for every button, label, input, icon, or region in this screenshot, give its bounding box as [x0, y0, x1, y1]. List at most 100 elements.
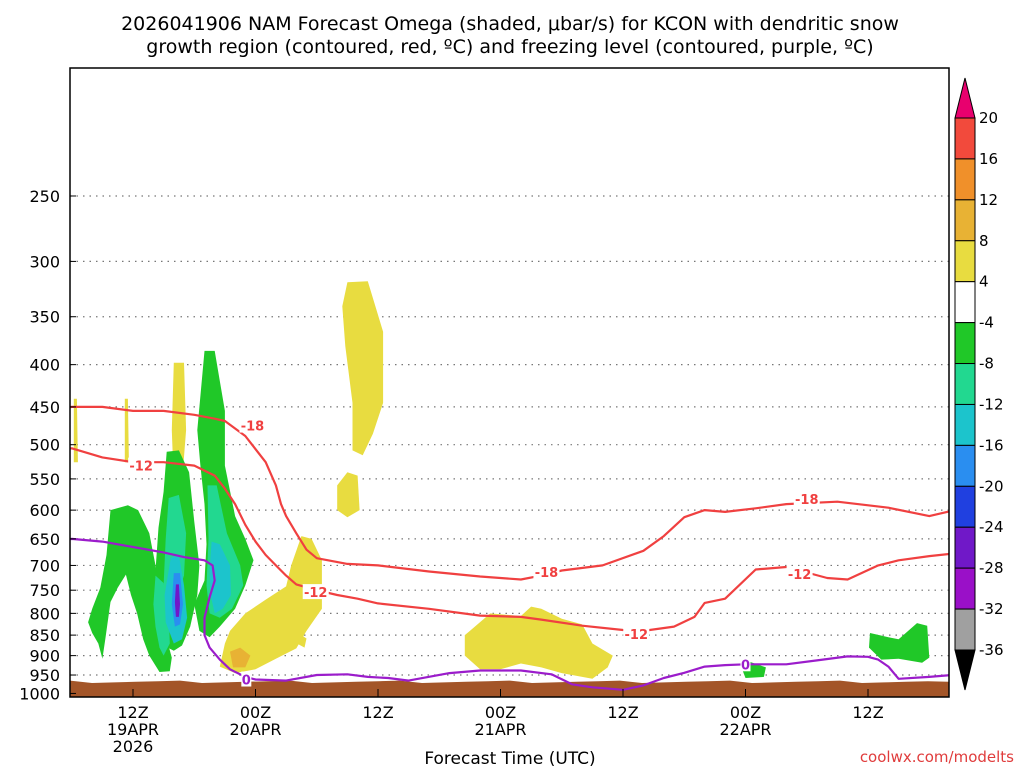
- x-tick-label-6-0: 12Z: [852, 703, 883, 722]
- colorbar-bottom-triangle: [954, 649, 976, 691]
- contour-label-2-1: 0: [741, 658, 750, 673]
- y-tick-label-400: 400: [29, 356, 60, 375]
- colorbar-band-4: [954, 281, 976, 324]
- colorbar-band-5: [954, 322, 976, 365]
- contour-label-1-2: -12: [625, 628, 649, 643]
- contour-label-0-2: -18: [795, 493, 819, 508]
- credit-text[interactable]: coolwx.com/modelts: [860, 748, 1014, 766]
- colorbar-band-9: [954, 485, 976, 528]
- omega-region-6: [73, 398, 78, 463]
- contour-label-bg-0-1: [533, 564, 560, 580]
- omega-region-0: [342, 281, 384, 456]
- x-axis-label: Forecast Time (UTC): [424, 749, 595, 768]
- colorbar-tick-4: 4: [979, 273, 989, 291]
- y-tick-label-300: 300: [29, 252, 60, 271]
- colorbar-band-1: [954, 158, 976, 201]
- colorbar-tick-0: 20: [979, 109, 998, 127]
- colorbar-tick-11: -28: [979, 559, 1004, 577]
- y-tick-label-350: 350: [29, 308, 60, 327]
- omega-region-7: [124, 398, 129, 463]
- y-tick-label-900: 900: [29, 647, 60, 666]
- contour-label-1-3: -12: [788, 568, 812, 583]
- y-tick-label-1000: 1000: [19, 684, 60, 703]
- x-tick-label-1-1: 20APR: [229, 720, 281, 739]
- colorbar-band-10: [954, 526, 976, 569]
- contour-label-bg-0-2: [793, 491, 820, 507]
- y-axis: 250 300 350 400 450 500 550 600 650 700 750 800 850 9…: [19, 187, 76, 703]
- contour--18-0: [70, 405, 949, 581]
- omega-region-18: [209, 541, 231, 614]
- contour-lines: -18 -18 -18 -12 -12 -12 -12 0 0: [70, 405, 949, 691]
- contour-label-bg-1-3: [786, 566, 813, 582]
- chart-title-line2: growth region (contoured, red, ºC) and f…: [146, 36, 873, 58]
- contour-label-bg-2-1: [740, 656, 751, 672]
- y-tick-label-800: 800: [29, 604, 60, 623]
- contour-label-bg-0-0: [239, 417, 266, 433]
- contour-label-bg-1-0: [128, 457, 155, 473]
- colorbar-tick-3: 8: [979, 232, 989, 250]
- contour--12-1: [70, 447, 949, 632]
- colorbar-band-11: [954, 567, 976, 610]
- contour-label-0-1: -18: [535, 566, 559, 581]
- omega-region-13: [869, 623, 930, 663]
- colorbar-tick-1: 16: [979, 150, 998, 168]
- colorbar-tick-5: -4: [979, 314, 994, 332]
- y-tick-label-500: 500: [29, 436, 60, 455]
- omega-region-2: [219, 536, 322, 674]
- colorbar-tick-13: -36: [979, 641, 1004, 659]
- colorbar-band-12: [954, 608, 976, 651]
- y-tick-label-550: 550: [29, 470, 60, 489]
- colorbar-tick-7: -12: [979, 395, 1004, 413]
- colorbar-band-6: [954, 363, 976, 405]
- y-tick-label-250: 250: [29, 187, 60, 206]
- x-tick-label-3-0: 00Z: [485, 703, 516, 722]
- omega-region-3: [298, 635, 307, 648]
- plot-area: -18 -18 -18 -12 -12 -12 -12 0 0: [69, 67, 950, 698]
- contour-0-2: [70, 537, 949, 691]
- y-tick-label-750: 750: [29, 581, 60, 600]
- contour-label-bg-1-1: [302, 584, 329, 600]
- contour-label-1-0: -12: [129, 460, 153, 475]
- colorbar-tick-12: -32: [979, 600, 1004, 618]
- y-tick-label-450: 450: [29, 398, 60, 417]
- y-tick-label-600: 600: [29, 501, 60, 520]
- colorbar-tick-6: -8: [979, 355, 994, 373]
- colorbar-band-2: [954, 199, 976, 242]
- contour-label-2-0: 0: [242, 674, 251, 689]
- x-tick-label-3-1: 21APR: [474, 720, 526, 739]
- y-tick-label-700: 700: [29, 556, 60, 575]
- omega-region-20: [174, 584, 180, 617]
- x-tick-label-1-0: 00Z: [240, 703, 271, 722]
- y-tick-label-850: 850: [29, 626, 60, 645]
- contour-label-1-1: -12: [304, 586, 328, 601]
- x-tick-label-0-0: 12Z: [117, 703, 148, 722]
- contour-label-bg-1-2: [623, 625, 650, 641]
- ground-layer: [70, 680, 949, 697]
- colorbar-band-3: [954, 240, 976, 283]
- omega-region-11: [88, 505, 172, 672]
- plot-frame: [69, 67, 950, 698]
- colorbar-band-8: [954, 444, 976, 487]
- colorbar-tick-9: -20: [979, 477, 1004, 495]
- x-tick-label-0-1: 19APR: [107, 720, 159, 739]
- ground-band: [70, 680, 949, 697]
- x-tick-label-5-0: 00Z: [730, 703, 761, 722]
- colorbar: 20 16 12 8 4 -4 -8 -12 -16 -20 -24 -28 -32 -36: [954, 77, 1004, 691]
- colorbar-tick-8: -16: [979, 436, 1004, 454]
- contour-label-bg-2-0: [241, 671, 252, 687]
- chart-title-line1: 2026041906 NAM Forecast Omega (shaded, μ…: [121, 13, 899, 35]
- x-tick-label-2-0: 12Z: [362, 703, 393, 722]
- colorbar-band-7: [954, 403, 976, 446]
- x-tick-label-5-1: 22APR: [719, 720, 771, 739]
- y-tick-label-650: 650: [29, 530, 60, 549]
- y-tick-label-950: 950: [29, 666, 60, 685]
- colorbar-tick-2: 12: [979, 191, 998, 209]
- x-tick-label-4-0: 12Z: [607, 703, 638, 722]
- contour-label-0-0: -18: [241, 420, 265, 435]
- x-tick-label-0-2: 2026: [113, 737, 154, 756]
- colorbar-band-0: [954, 117, 976, 160]
- omega-region-8: [230, 647, 251, 668]
- colorbar-tick-10: -24: [979, 518, 1004, 536]
